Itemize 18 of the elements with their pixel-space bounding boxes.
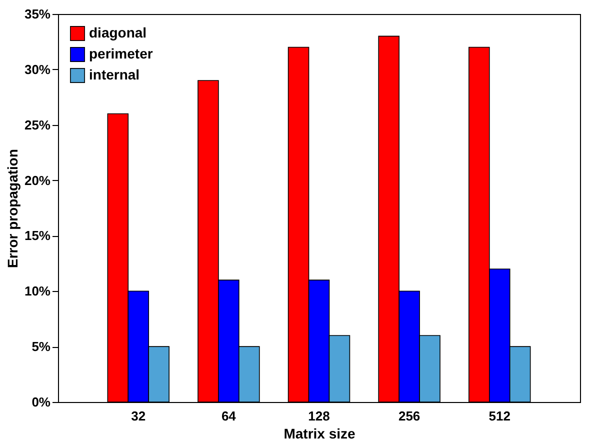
y-tick-label: 25% <box>24 117 51 132</box>
y-tick-label: 5% <box>32 339 51 354</box>
x-tick-label: 512 <box>488 408 510 424</box>
x-tick-label: 256 <box>398 408 420 424</box>
legend-label: internal <box>89 66 140 82</box>
y-tick-label: 20% <box>24 172 51 188</box>
y-tick-label: 30% <box>24 62 51 77</box>
x-tick-label: 128 <box>308 408 330 424</box>
x-tick-label: 64 <box>221 408 237 424</box>
y-tick-label: 15% <box>24 228 51 244</box>
x-axis-title: Matrix size <box>284 426 356 442</box>
legend-label: perimeter <box>89 46 154 62</box>
y-axis-title: Error propagation <box>4 148 20 268</box>
y-tick-label: 10% <box>24 284 51 299</box>
x-tick-label: 32 <box>131 408 146 424</box>
y-tick-label: 35% <box>24 6 51 22</box>
y-tick-label: 0% <box>32 394 51 410</box>
legend-label: diagonal <box>89 24 147 40</box>
